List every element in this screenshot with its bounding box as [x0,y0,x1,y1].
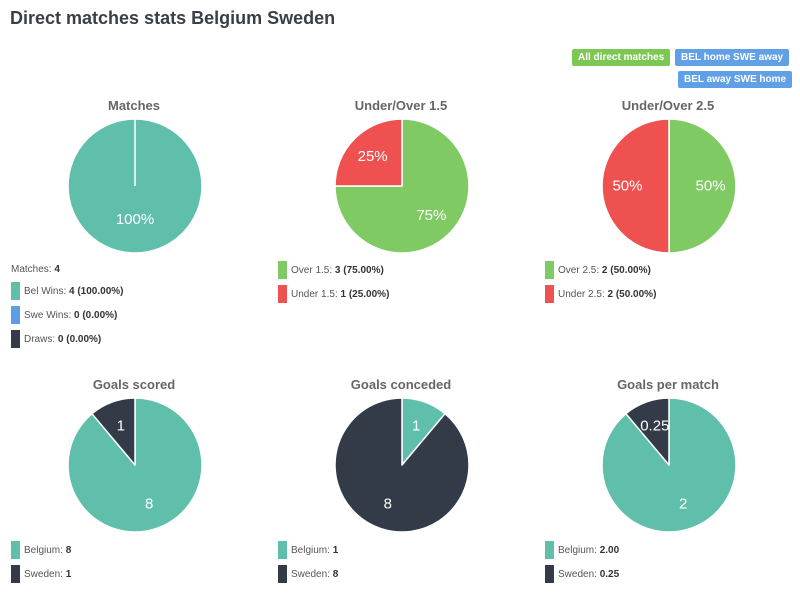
legend-label: Belgium: [24,545,63,556]
legend-value: 3 (75.00%) [334,265,384,276]
legend-item: Bel Wins: 4 (100.00%) [11,279,124,303]
legend-label: Under 1.5: [291,289,338,300]
goals-scored-pie-chart: 81 [67,397,203,533]
legend-label: Belgium: [558,545,597,556]
pie-label-sweden: 1 [117,417,125,434]
legend-swatch [278,285,287,303]
legend-label: Draws: [24,334,56,345]
legend-swatch [11,282,20,300]
legend-swatch [278,565,287,583]
legend-swatch [11,306,20,324]
matches-legend: Matches: 4 Bel Wins: 4 (100.00%) Swe Win… [11,261,124,351]
pie-label-over-1-5: 75% [416,207,446,224]
matches-count: Matches: 4 [11,261,60,279]
legend-value: 0 (0.00%) [57,334,102,345]
pie-label-belgium: 1 [412,417,420,434]
legend-value: 1 [65,569,72,580]
pie-label-belgium: 8 [145,496,153,513]
chart-title: Goals scored [92,377,176,392]
pie-slice-under-2-5[interactable] [601,118,670,254]
legend-value: 2 (50.00%) [601,265,651,276]
legend-label: Sweden: [291,569,330,580]
legend-swatch [11,541,20,559]
chart-title: Under/Over 1.5 [354,98,448,113]
legend-value: 0 (0.00%) [74,310,118,321]
page-title: Direct matches stats Belgium Sweden [10,8,336,28]
under-over-2-5-pie-chart: 50% 50% [601,118,737,254]
filter-bel-home-swe-away-button[interactable]: BEL home SWE away [675,49,790,66]
legend-value: 1 (25.00%) [340,289,390,300]
pie-slice-over-1-5[interactable] [334,118,470,254]
pie-slice-under-1-5[interactable] [334,118,403,187]
legend-value: 0.25 [599,569,620,580]
chart-title: Matches [107,98,161,113]
legend-value: 2 (50.00%) [607,289,657,300]
matches-count-value: 4 [54,264,60,275]
pie-slice-over-2-5[interactable] [668,118,737,254]
legend-item: Swe Wins: 0 (0.00%) [11,303,117,327]
pie-slice-sweden[interactable] [91,397,136,466]
goals-per-match-pie-chart: 20.25 [601,397,737,533]
filter-bel-away-swe-home-button[interactable]: BEL away SWE home [678,71,793,88]
chart-title: Goals conceded [350,377,452,392]
legend-label: Sweden: [558,569,597,580]
under-over-1-5-pie-chart: 75% 25% [334,118,470,254]
legend-item: Draws: 0 (0.00%) [11,327,101,351]
pie-label-sweden: 8 [384,496,392,513]
legend-swatch [545,541,554,559]
matches-count-label: Matches: [11,264,52,275]
legend-label: Sweden: [24,569,63,580]
legend-swatch [278,541,287,559]
legend-label: Swe Wins: [24,310,72,321]
pie-label-belgium: 2 [679,496,687,513]
legend-swatch [545,285,554,303]
pie-label-over-2-5: 50% [696,178,726,195]
matches-pie-chart: 100% [67,118,203,254]
chart-title: Goals per match [617,377,719,392]
legend-label: Belgium: [291,545,330,556]
legend-swatch [11,565,20,583]
pie-label-under-1-5: 25% [358,148,388,165]
pie-slice-sweden[interactable] [625,397,670,466]
legend-value: 1 [332,545,339,556]
legend-label: Over 2.5: [558,265,600,276]
legend-label: Under 2.5: [558,289,605,300]
pie-label-bel-wins: 100% [116,211,154,228]
legend-label: Bel Wins: [24,286,67,297]
goals-conceded-pie-chart: 18 [334,397,470,533]
legend-value: 8 [65,545,72,556]
legend-swatch [545,261,554,279]
chart-title: Under/Over 2.5 [621,98,715,113]
legend-label: Over 1.5: [291,265,333,276]
legend-swatch [278,261,287,279]
pie-slice-sweden[interactable] [334,397,470,533]
filter-all-direct-matches-button[interactable]: All direct matches [572,49,671,66]
legend-swatch [545,565,554,583]
legend-value: 2.00 [599,545,620,556]
pie-label-under-2-5: 50% [612,178,642,195]
legend-swatch [11,330,20,348]
legend-value: 8 [332,569,339,580]
legend-value: 4 (100.00%) [69,286,124,297]
pie-label-sweden: 0.25 [640,417,669,434]
